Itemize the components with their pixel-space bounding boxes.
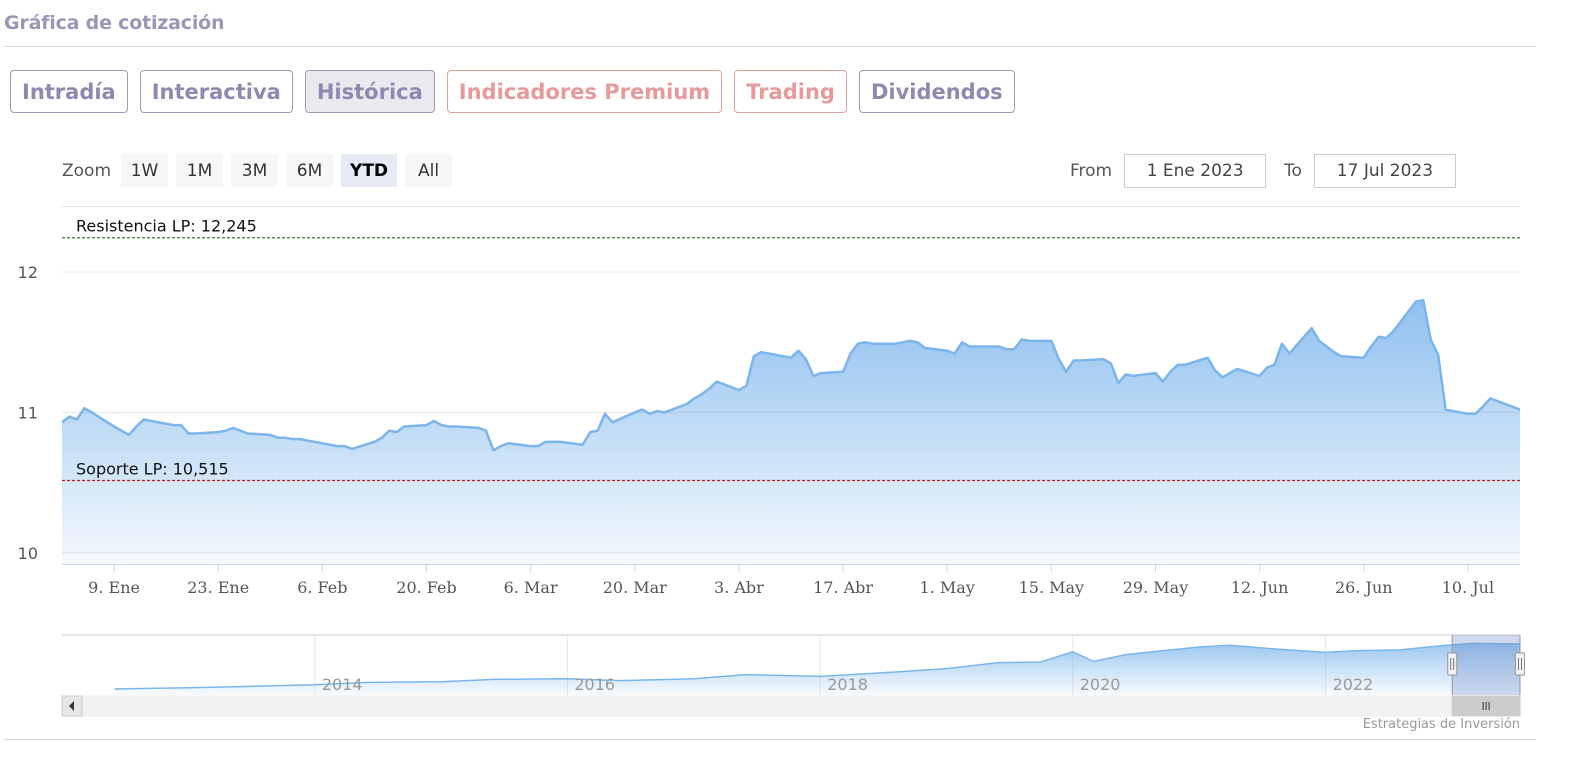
title-divider (4, 46, 1536, 47)
x-tick-label: 9. Ene (88, 578, 140, 597)
navigator-year-label: 2018 (827, 675, 868, 694)
bottom-divider (4, 739, 1536, 740)
navigator-area (114, 643, 1521, 695)
zoom-button-ytd[interactable]: YTD (341, 154, 398, 187)
arrow-left-icon (69, 701, 74, 711)
y-tick-label: 11 (18, 403, 38, 422)
zoom-button-all[interactable]: All (405, 154, 453, 187)
price-line (61, 298, 1521, 452)
zoom-selector: Zoom 1W 1M 3M 6M YTD All (62, 154, 453, 187)
x-tick-label: 23. Ene (187, 578, 249, 597)
range-to: To 17 Jul 2023 (1284, 154, 1456, 188)
scrollbar-track[interactable] (61, 695, 1521, 717)
x-tick-label: 1. May (920, 578, 975, 597)
tab-indicadores-premium[interactable]: Indicadores Premium (446, 70, 723, 113)
chart-tabs: Intradía Interactiva Histórica Indicador… (10, 70, 1015, 113)
x-tick-label: 12. Jun (1231, 578, 1289, 597)
resistance-label: Resistencia LP: 12,245 (76, 217, 257, 236)
from-label: From (1070, 161, 1113, 181)
tab-interactiva[interactable]: Interactiva (139, 70, 293, 113)
navigator-left-handle[interactable] (1447, 652, 1458, 676)
to-label: To (1284, 161, 1302, 181)
navigator-selection (1452, 635, 1520, 695)
support-label: Soporte LP: 10,515 (76, 460, 229, 479)
navigator-year-label: 2016 (574, 675, 615, 694)
x-tick-label: 20. Mar (603, 578, 667, 597)
range-from: From 1 Ene 2023 (1070, 154, 1267, 188)
x-tick-label: 15. May (1019, 578, 1085, 597)
x-tick-label: 6. Mar (504, 578, 558, 597)
zoom-button-3m[interactable]: 3M (231, 154, 279, 187)
zoom-button-1m[interactable]: 1M (176, 154, 224, 187)
toolbar-divider (62, 206, 1520, 207)
x-tick-label: 20. Feb (396, 578, 456, 597)
tab-trading[interactable]: Trading (734, 70, 847, 113)
tab-historica[interactable]: Histórica (304, 70, 435, 113)
y-tick-label: 12 (18, 263, 38, 282)
chart-credit[interactable]: Estrategias de Inversión (1362, 717, 1520, 732)
zoom-button-1w[interactable]: 1W (121, 154, 169, 187)
x-tick-label: 29. May (1123, 578, 1189, 597)
to-date-input[interactable]: 17 Jul 2023 (1313, 154, 1456, 188)
navigator-year-label: 2022 (1333, 675, 1374, 694)
navigator-year-label: 2014 (322, 675, 363, 694)
zoom-button-6m[interactable]: 6M (286, 154, 334, 187)
navigator-line (114, 642, 1521, 690)
zoom-label: Zoom (62, 160, 112, 181)
x-tick-label: 3. Abr (714, 578, 764, 597)
x-tick-label: 6. Feb (297, 578, 347, 597)
navigator-right-handle[interactable] (1515, 652, 1525, 676)
y-tick-label: 10 (18, 544, 38, 563)
price-area (62, 300, 1520, 564)
x-tick-label: 26. Jun (1335, 578, 1393, 597)
navigator-year-label: 2020 (1080, 675, 1121, 694)
from-date-input[interactable]: 1 Ene 2023 (1124, 154, 1267, 188)
x-tick-label: 17. Abr (813, 578, 873, 597)
tab-intradia[interactable]: Intradía (10, 70, 128, 113)
tab-dividendos[interactable]: Dividendos (858, 70, 1015, 113)
x-tick-label: 10. Jul (1442, 578, 1494, 597)
section-title: Gráfica de cotización (4, 12, 225, 34)
